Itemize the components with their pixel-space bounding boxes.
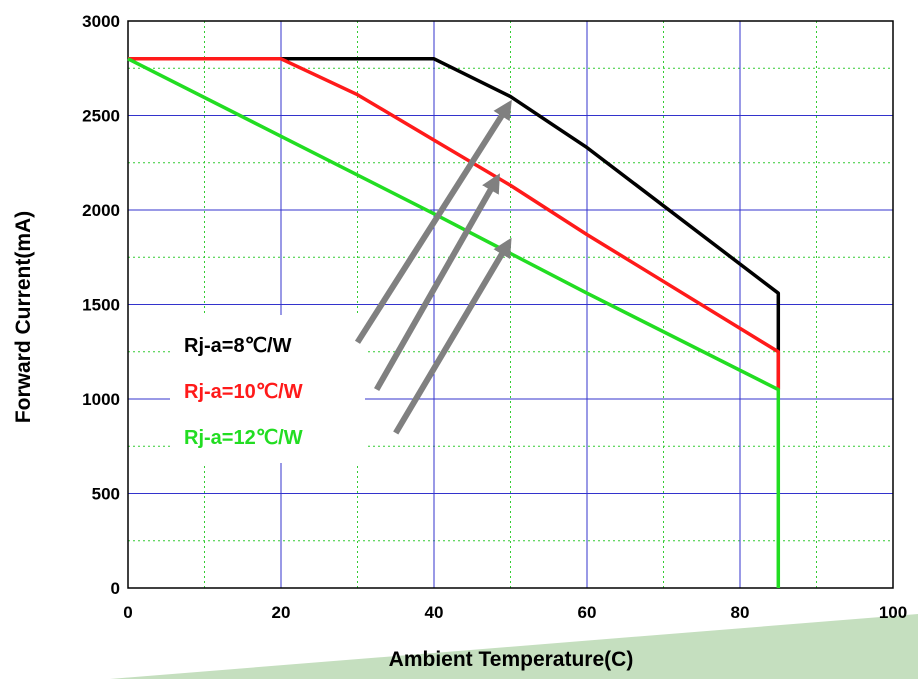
y-tick-label: 1000 <box>82 390 120 409</box>
arrow-0 <box>354 99 512 344</box>
y-tick-label: 500 <box>92 485 120 504</box>
x-tick-label: 40 <box>425 603 444 622</box>
x-tick-label: 0 <box>123 603 132 622</box>
series-line-0 <box>128 57 781 390</box>
y-tick-label: 1500 <box>82 296 120 315</box>
y-tick-label: 0 <box>111 579 120 598</box>
y-tick-label: 2500 <box>82 107 120 126</box>
x-tick-label: 20 <box>272 603 291 622</box>
arrow-layer <box>354 99 512 435</box>
y-axis-title: Forward Current(mA) <box>12 211 35 423</box>
legend-box <box>170 315 365 463</box>
x-tick-labels: 0 20 40 60 80 100 <box>123 603 907 622</box>
y-tick-label: 2000 <box>82 201 120 220</box>
legend-label-10: Rj-a=10℃/W <box>184 381 303 403</box>
arrow-2 <box>393 237 512 435</box>
legend-label-8: Rj-a=8℃/W <box>184 335 292 357</box>
decorative-swoosh <box>110 614 918 679</box>
x-tick-label: 60 <box>578 603 597 622</box>
plot-frame <box>127 20 894 589</box>
x-tick-label: 80 <box>731 603 750 622</box>
y-tick-labels: 0 500 1000 1500 2000 2500 3000 <box>82 12 120 598</box>
y-tick-label: 3000 <box>82 12 120 31</box>
legend-label-12: Rj-a=12℃/W <box>184 427 303 449</box>
x-axis-title: Ambient Temperature(C) <box>389 648 634 671</box>
arrow-1 <box>374 173 500 392</box>
x-tick-label: 100 <box>879 603 907 622</box>
